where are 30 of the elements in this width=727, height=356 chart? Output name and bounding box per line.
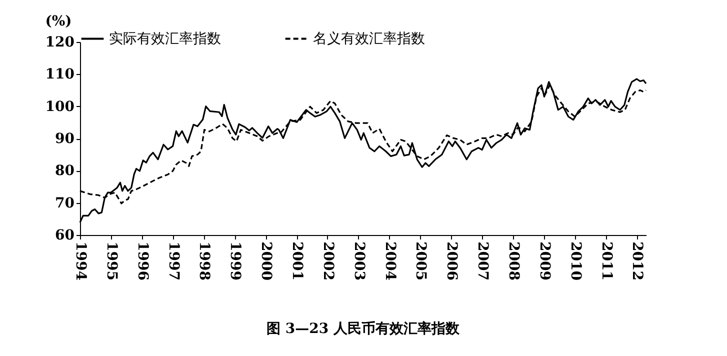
- x-tick-label: 2004: [382, 242, 398, 281]
- y-tick-label: 60: [55, 228, 75, 244]
- y-tick-label: 120: [45, 34, 75, 50]
- x-tick-label: 2012: [629, 242, 646, 280]
- y-tick-label: 100: [45, 98, 75, 115]
- x-tick-label: 1994: [72, 242, 88, 281]
- x-tick-label: 2001: [289, 242, 306, 280]
- x-tick-label: 1996: [134, 242, 150, 280]
- x-tick-label: 2010: [567, 242, 584, 281]
- y-tick-label: 90: [55, 131, 75, 147]
- x-tick-label: 2003: [350, 242, 367, 280]
- x-tick-label: 2005: [412, 242, 429, 280]
- x-tick-label: 1995: [103, 242, 120, 280]
- y-tick-label: 80: [55, 163, 75, 180]
- y-axis-title: (%): [45, 14, 72, 30]
- x-tick-label: 2009: [536, 242, 552, 280]
- x-tick-label: 2007: [474, 242, 491, 280]
- y-tick-label: 70: [55, 195, 75, 212]
- x-tick-label: 2002: [320, 242, 336, 280]
- legend-label: 名义有效汇率指数: [313, 30, 425, 47]
- x-tick-label: 2000: [258, 242, 274, 281]
- x-tick-label: 1999: [227, 242, 244, 280]
- text: 图 3—23 人民币有效汇率指数: [266, 320, 460, 337]
- x-tick-label: 2011: [598, 242, 614, 280]
- x-tick-label: 2008: [506, 242, 522, 280]
- x-tick-label: 1997: [165, 242, 182, 280]
- legend-label: 实际有效汇率指数: [109, 30, 221, 47]
- x-tick-label: 2006: [444, 242, 460, 280]
- x-tick-label: 1998: [196, 242, 212, 280]
- y-tick-label: 110: [45, 66, 75, 83]
